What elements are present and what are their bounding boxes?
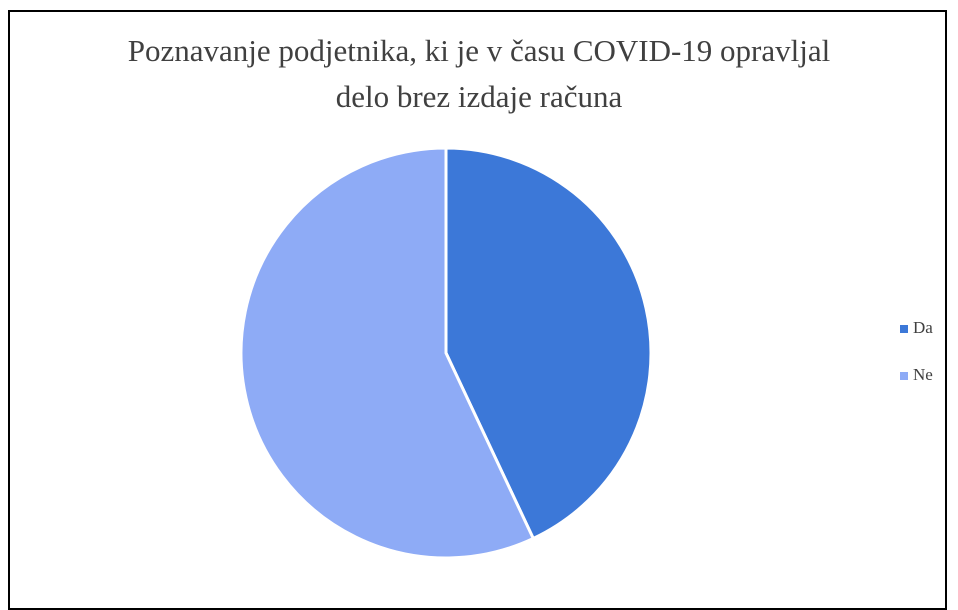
chart-title: Poznavanje podjetnika, ki je v času COVI… — [127, 33, 831, 114]
pie-slice — [239, 146, 536, 560]
legend-label: Da — [913, 318, 933, 337]
pie-slice — [444, 146, 653, 541]
legend-label: Ne — [913, 365, 933, 384]
legend-marker — [900, 325, 908, 333]
legend-marker — [900, 372, 908, 380]
page: Poznavanje podjetnika, ki je v času COVI… — [8, 10, 947, 610]
chart: Da Ne — [239, 146, 933, 560]
